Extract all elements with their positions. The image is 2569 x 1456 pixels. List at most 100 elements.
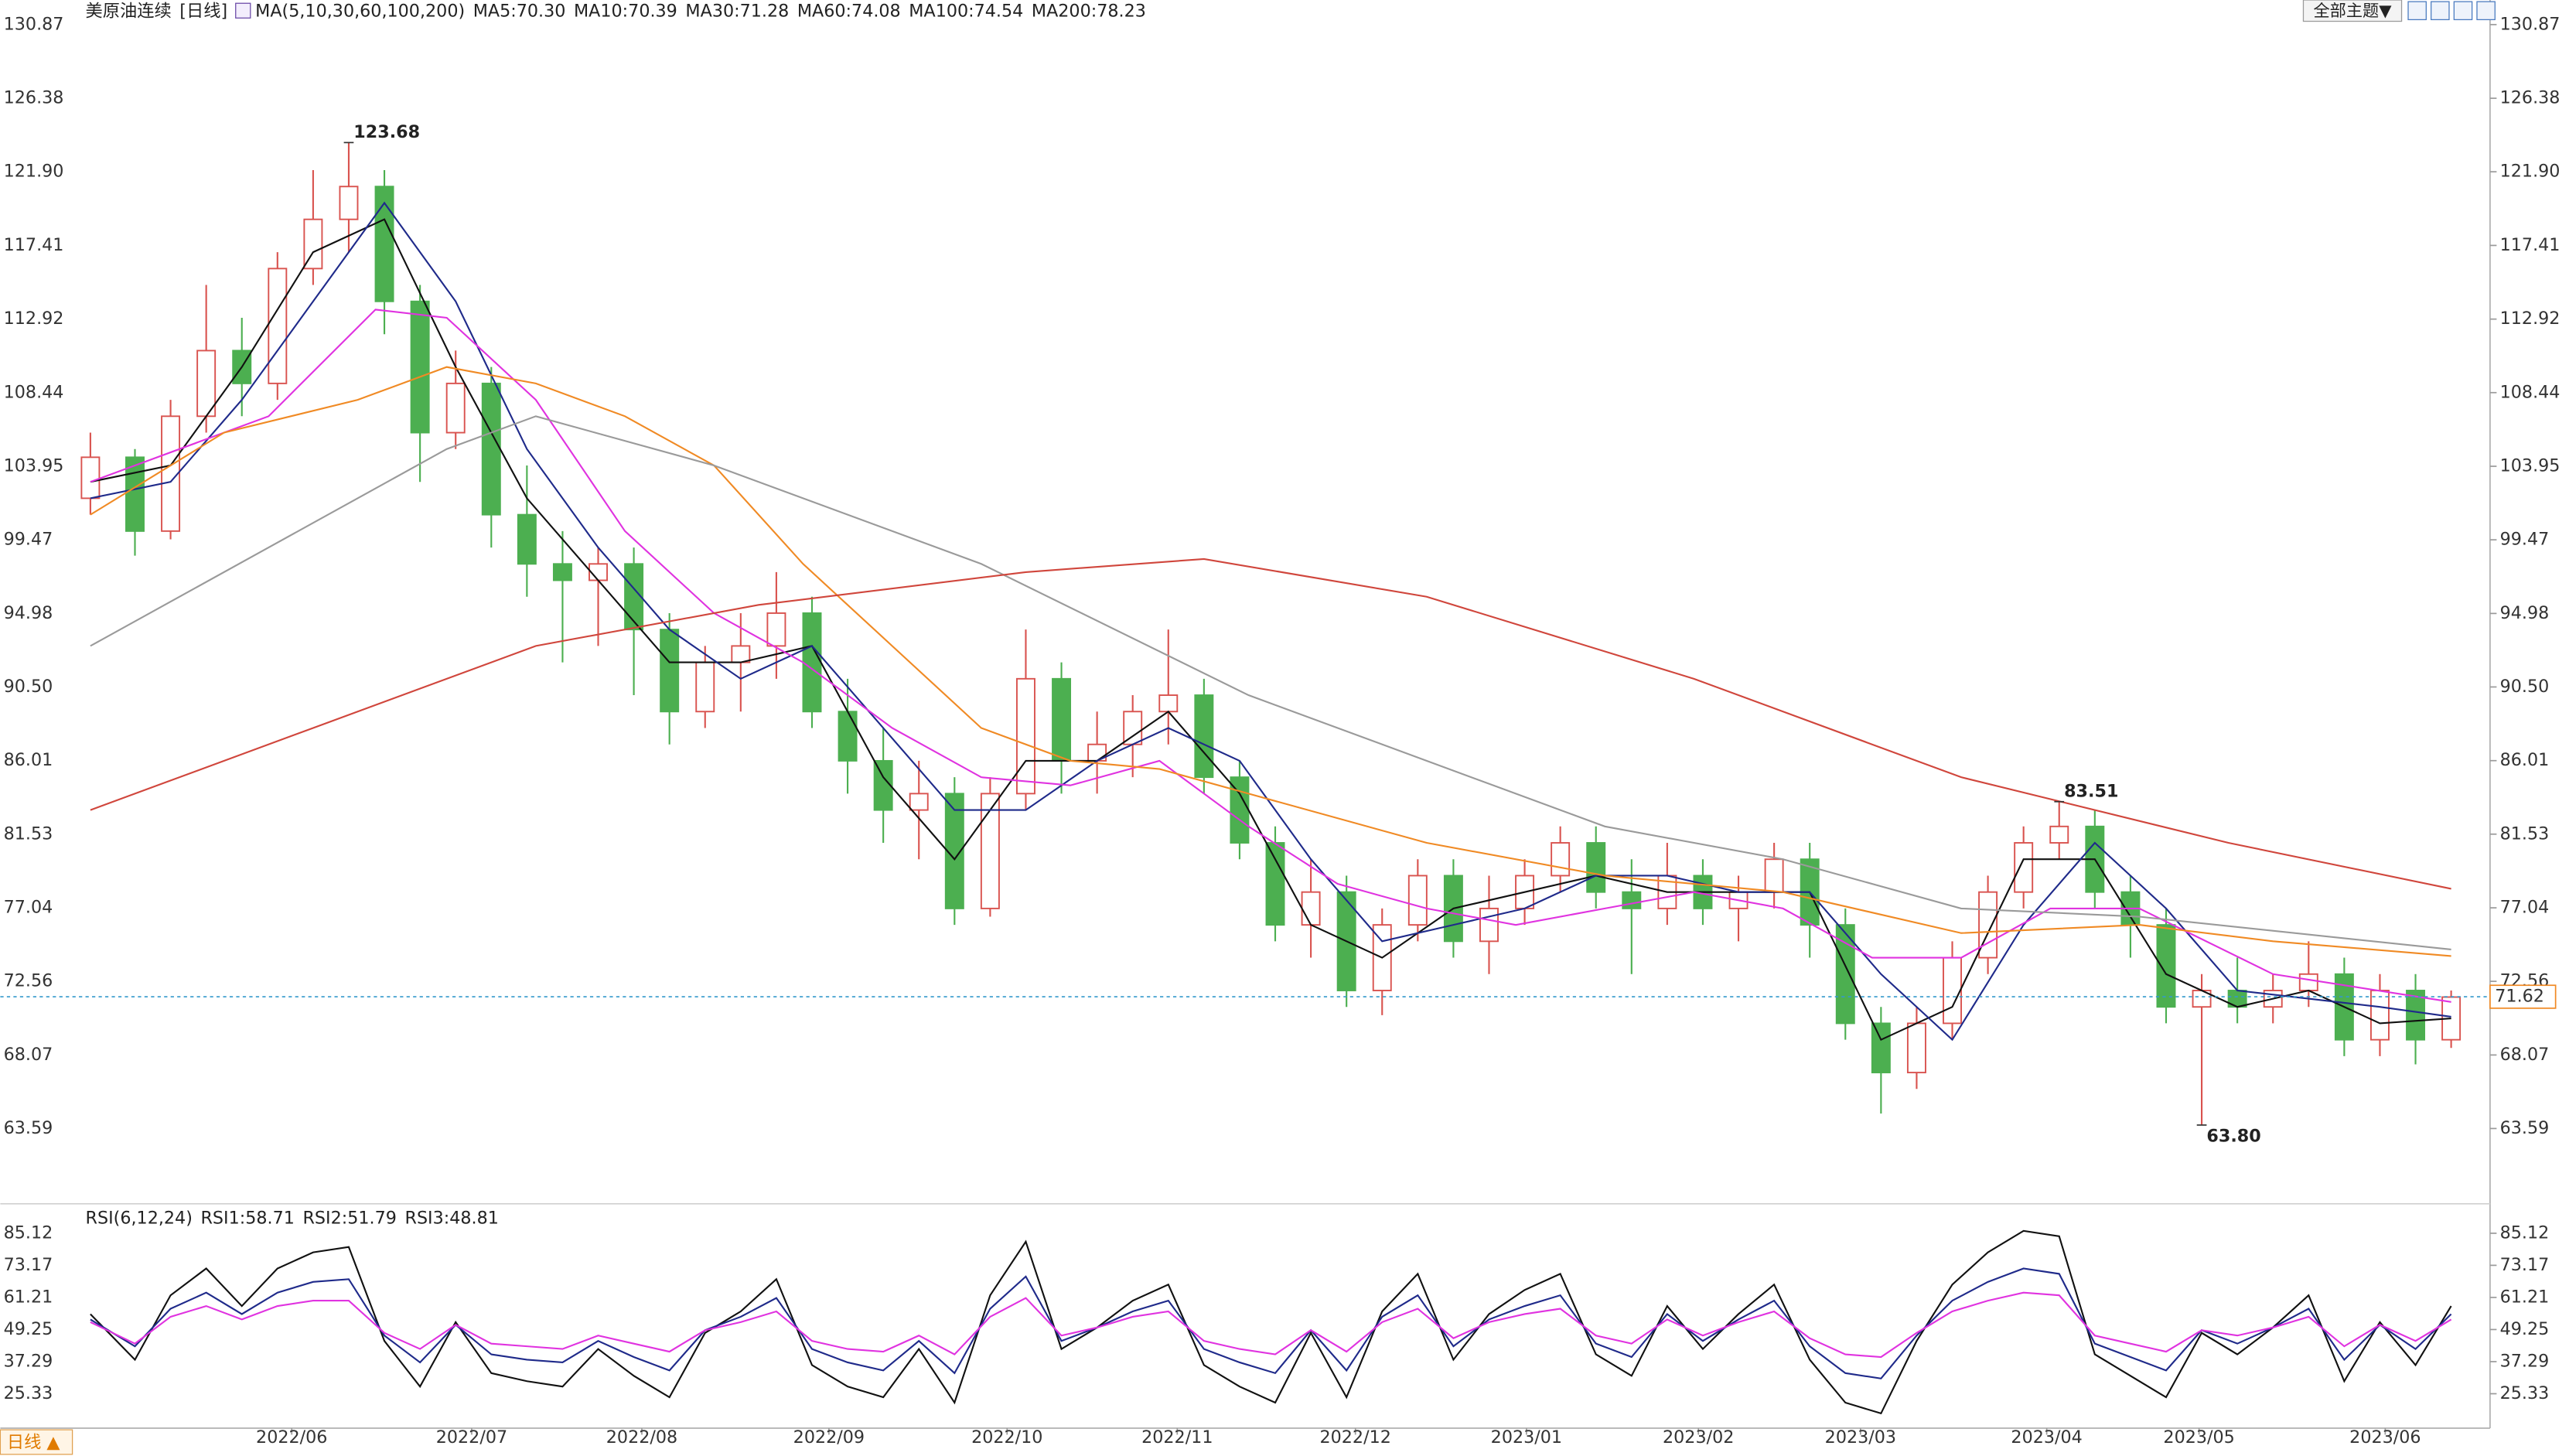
annotation-label: 123.68 [353,122,420,142]
y-tick-label: 108.44 [4,382,64,402]
candle-body [1407,875,1428,926]
legend-entry: MA10:70.39 [574,1,677,21]
candle-body [944,793,964,909]
candle-body [2298,973,2318,991]
y-tick-label: 61.21 [2500,1287,2550,1307]
candle-body [339,186,359,220]
y-tick-label: 99.47 [4,530,53,550]
y-tick-label: 85.12 [2500,1222,2550,1243]
y-tick-label: 37.29 [2500,1351,2550,1371]
x-tick-label: 2023/04 [2011,1427,2082,1447]
candle-body [268,268,288,384]
candle-body [1906,1022,1926,1074]
series-line [90,1291,2452,1359]
candle-body [2369,990,2390,1041]
toolbar-icon[interactable] [2407,1,2427,21]
candle-body [2156,924,2176,1008]
legend-entry: MA200:78.23 [1032,1,1146,21]
candle-body [517,513,537,565]
toolbar-icon[interactable] [2453,1,2473,21]
y-tick-label: 61.21 [4,1287,53,1307]
y-tick-label: 85.12 [4,1222,53,1243]
candle-body [1551,842,1571,877]
y-tick-label: 108.44 [2500,382,2560,402]
candle-body [1301,891,1321,926]
series-line [90,309,2451,1003]
y-tick-label: 81.53 [4,823,53,844]
y-tick-label: 121.90 [2500,162,2560,182]
y-tick-label: 94.98 [2500,603,2550,623]
legend-entry: MA30:71.28 [685,1,789,21]
candle-body [1015,677,1035,795]
candle-body [303,218,323,270]
candle-body [731,645,751,663]
candle-body [802,612,822,713]
candle-body [125,456,145,532]
candle-body [1764,858,1784,893]
theme-button[interactable]: 全部主题▼ [2314,1,2393,20]
candle-body [838,711,858,762]
toolbar-icon[interactable] [2431,1,2450,21]
legend-entry: RSI2:51.79 [302,1208,396,1228]
x-tick-label: 2023/05 [2163,1427,2234,1447]
series-line [90,1229,2452,1415]
y-tick-label: 68.07 [2500,1045,2550,1065]
candle-body [481,382,501,516]
y-tick-label: 121.90 [4,162,64,182]
candle-body [374,186,394,302]
candle-body [909,793,929,811]
candle-body [410,300,430,434]
x-tick-label: 2022/11 [1141,1427,1213,1447]
y-tick-label: 103.95 [2500,456,2560,476]
chart-title: RSI(6,12,24) [86,1208,193,1228]
y-tick-label: 49.25 [4,1319,53,1339]
candle-body [445,382,466,434]
series-line [90,1267,2452,1379]
candle-body [80,456,101,500]
period-tab-box[interactable] [0,1429,73,1455]
y-tick-label: 117.41 [2500,235,2560,255]
candle-body [1586,842,1606,893]
y-tick-label: 37.29 [4,1351,53,1371]
period-label: [日线] [179,1,227,21]
candle-body [1158,694,1179,713]
period-tab[interactable]: 日线 ▲ [7,1433,61,1453]
candle-body [2014,842,2034,893]
indicator-label: MA(5,10,30,60,100,200) [255,1,465,21]
x-tick-label: 2022/06 [256,1427,327,1447]
y-tick-label: 103.95 [4,456,64,476]
legend-entry: RSI3:48.81 [405,1208,499,1228]
candle-body [624,563,644,631]
legend-entry: RSI1:58.71 [200,1208,294,1228]
y-tick-label: 68.07 [4,1045,53,1065]
x-tick-label: 2022/08 [606,1427,677,1447]
candle-body [1871,1022,1891,1074]
y-tick-label: 90.50 [4,677,53,697]
chart-title: 美原油连续 [86,1,172,21]
toolbar-icon[interactable] [2476,1,2496,21]
x-tick-label: 2023/03 [1825,1427,1896,1447]
annotation-label: 83.51 [2064,782,2118,802]
candle-body [980,793,1000,909]
candle-body [161,415,181,532]
candle-body [1052,677,1072,762]
x-tick-label: 2022/10 [971,1427,1042,1447]
legend-entry: MA100:74.54 [909,1,1023,21]
y-tick-label: 77.04 [4,898,53,918]
y-tick-label: 126.38 [4,88,64,108]
y-tick-label: 73.17 [2500,1255,2550,1275]
y-tick-label: 130.87 [4,14,64,34]
y-tick-label: 117.41 [4,235,64,255]
x-tick-label: 2022/12 [1320,1427,1391,1447]
legend-entry: MA60:74.08 [797,1,901,21]
candle-body [1479,907,1499,943]
series-line [90,366,2451,957]
theme-button-box[interactable] [2302,0,2403,22]
y-tick-label: 86.01 [4,750,53,770]
candle-body [1194,694,1214,779]
y-tick-label: 49.25 [2500,1319,2550,1339]
y-tick-label: 94.98 [4,603,53,623]
candle-body [552,563,572,581]
